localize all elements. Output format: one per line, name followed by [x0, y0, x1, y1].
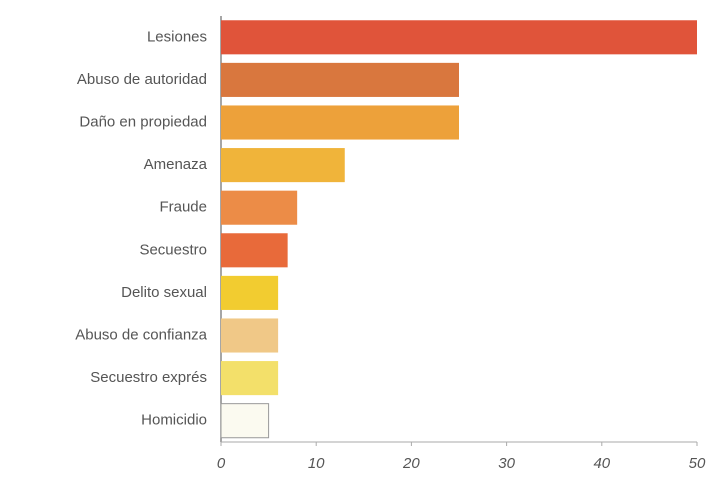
bar — [221, 190, 298, 225]
bar — [221, 62, 459, 97]
y-tick-label: Amenaza — [144, 156, 208, 173]
y-tick-label: Daño en propiedad — [79, 113, 207, 130]
bar — [221, 105, 459, 140]
y-tick-label: Abuso de confianza — [75, 326, 207, 343]
x-tick-label: 0 — [217, 455, 226, 472]
x-tick-label: 50 — [689, 455, 706, 472]
bar — [221, 275, 279, 310]
y-tick-label: Lesiones — [147, 28, 207, 45]
y-tick-label: Secuestro — [139, 241, 207, 258]
bar — [221, 20, 697, 55]
x-tick-label: 30 — [498, 455, 515, 472]
y-tick-label: Delito sexual — [121, 284, 207, 301]
x-tick-label: 10 — [308, 455, 325, 472]
y-tick-label: Secuestro exprés — [90, 369, 207, 386]
y-tick-label: Homicidio — [141, 412, 207, 429]
x-tick-label: 20 — [402, 455, 420, 472]
y-tick-label: Fraude — [159, 199, 207, 216]
bar — [220, 403, 270, 439]
bar — [221, 148, 345, 183]
bar — [221, 361, 279, 396]
bar — [221, 318, 279, 353]
y-tick-label: Abuso de autoridad — [77, 71, 207, 88]
x-tick-label: 40 — [593, 455, 610, 472]
bar — [221, 233, 288, 268]
